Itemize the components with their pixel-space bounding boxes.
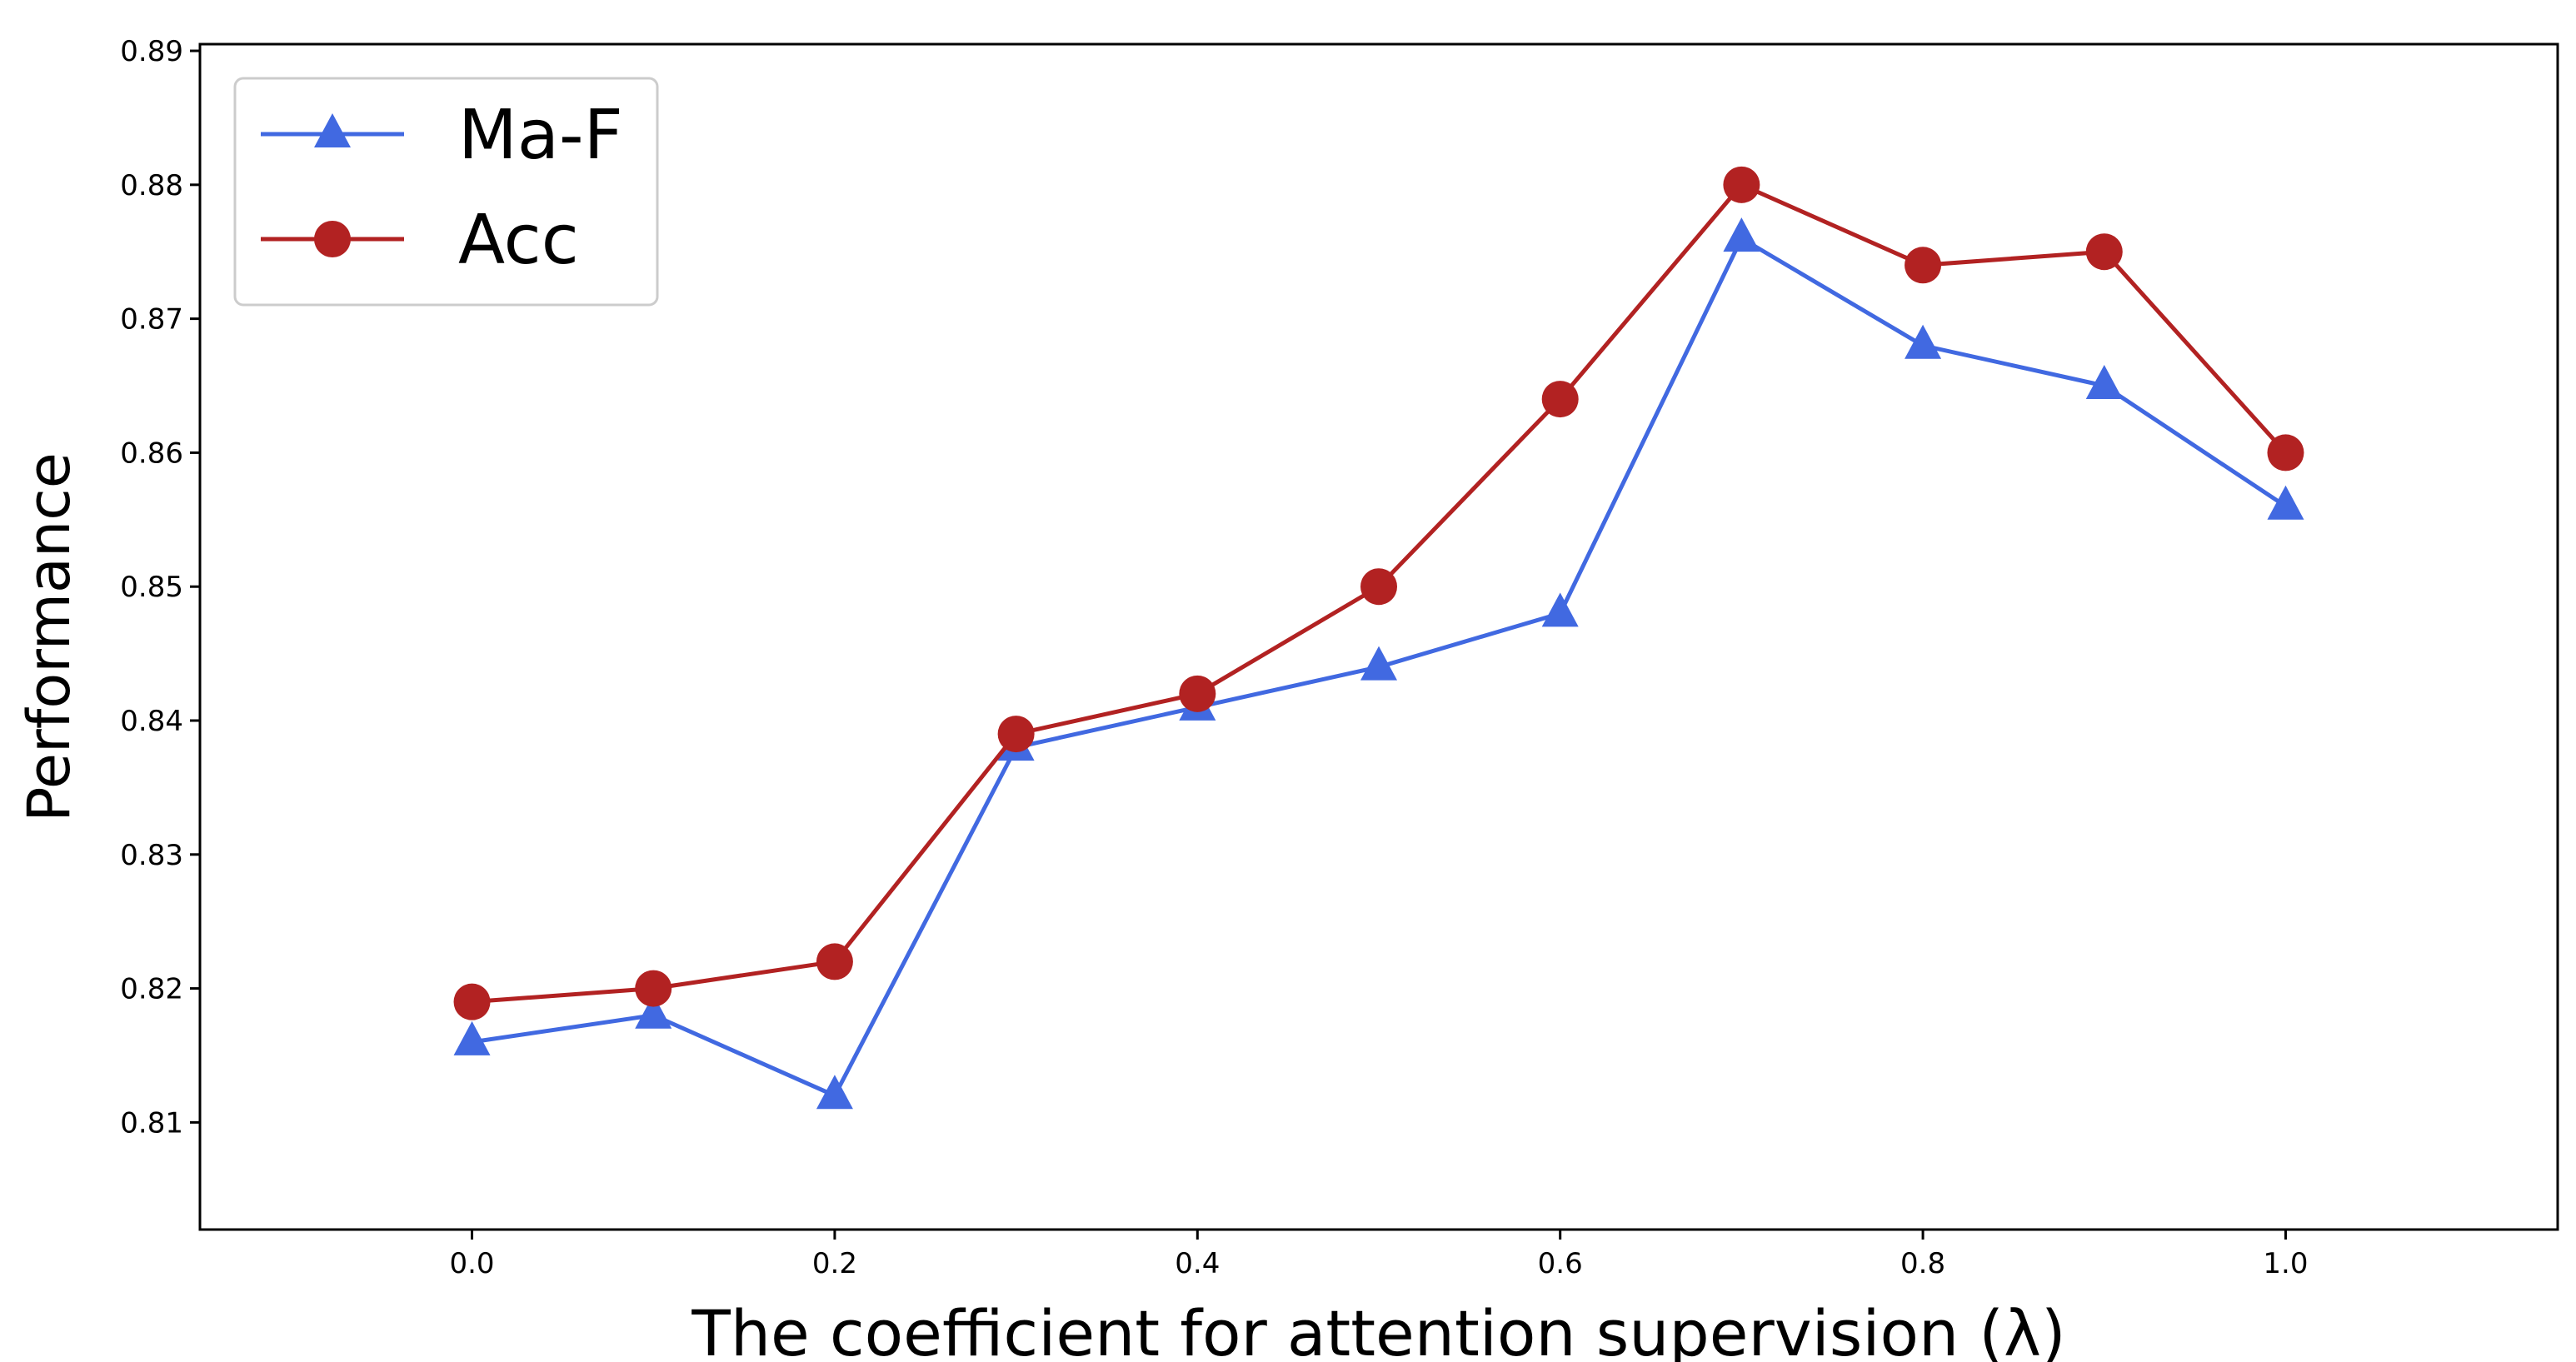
x-tick-label: 0.2 xyxy=(812,1247,857,1280)
data-point-ma-f xyxy=(816,1075,853,1110)
data-point-ma-f xyxy=(2267,485,2304,520)
legend-triangle-marker xyxy=(314,113,351,147)
data-point-ma-f xyxy=(1723,217,1760,252)
data-point-ma-f xyxy=(2085,365,2123,400)
x-tick-label: 0.0 xyxy=(449,1247,494,1280)
y-tick-label: 0.89 xyxy=(120,35,183,68)
legend: Ma-F Acc xyxy=(233,77,659,307)
y-tick-label: 0.81 xyxy=(120,1106,183,1140)
legend-label-acc: Acc xyxy=(458,201,579,280)
data-point-ma-f xyxy=(635,994,672,1029)
x-tick-label: 1.0 xyxy=(2263,1247,2308,1280)
data-point-ma-f xyxy=(453,1020,491,1055)
data-point-acc xyxy=(997,716,1035,753)
data-point-acc xyxy=(453,983,491,1020)
y-tick-label: 0.84 xyxy=(120,705,183,738)
data-point-ma-f xyxy=(1541,592,1579,627)
data-point-acc xyxy=(1723,166,1760,203)
data-point-acc xyxy=(1541,381,1579,418)
data-point-acc xyxy=(2267,434,2304,471)
data-point-acc xyxy=(635,970,672,1007)
y-tick-label: 0.83 xyxy=(120,839,183,872)
data-point-ma-f xyxy=(1905,324,1942,359)
data-point-ma-f xyxy=(1360,646,1397,681)
y-tick-label: 0.88 xyxy=(120,169,183,202)
y-tick-label: 0.85 xyxy=(120,571,183,604)
y-tick-label: 0.86 xyxy=(120,437,183,470)
legend-label-ma-f: Ma-F xyxy=(458,96,623,175)
legend-circle-marker xyxy=(314,221,351,257)
data-point-acc xyxy=(816,943,853,980)
legend-entry-acc: Acc xyxy=(261,201,579,280)
x-axis: 0.0 0.2 0.4 0.6 0.8 1.0 xyxy=(449,1230,2309,1280)
legend-entry-ma-f: Ma-F xyxy=(261,96,623,175)
y-tick-label: 0.87 xyxy=(120,303,183,337)
x-axis-title: The coefficient for attention supervisio… xyxy=(691,1296,2065,1362)
data-point-acc xyxy=(2085,233,2123,271)
data-point-acc xyxy=(1179,675,1216,712)
y-tick-label: 0.82 xyxy=(120,973,183,1006)
y-axis: 0.81 0.82 0.83 0.84 0.85 0.86 0.87 0.88 0.89 xyxy=(120,35,200,1140)
x-tick-label: 0.8 xyxy=(1900,1247,1945,1280)
data-point-acc xyxy=(1905,247,1942,284)
x-tick-label: 0.6 xyxy=(1538,1247,1583,1280)
y-axis-title: Performance xyxy=(15,452,83,822)
series-layer xyxy=(453,166,2304,1110)
x-tick-label: 0.4 xyxy=(1175,1247,1220,1280)
data-point-acc xyxy=(1360,568,1397,606)
